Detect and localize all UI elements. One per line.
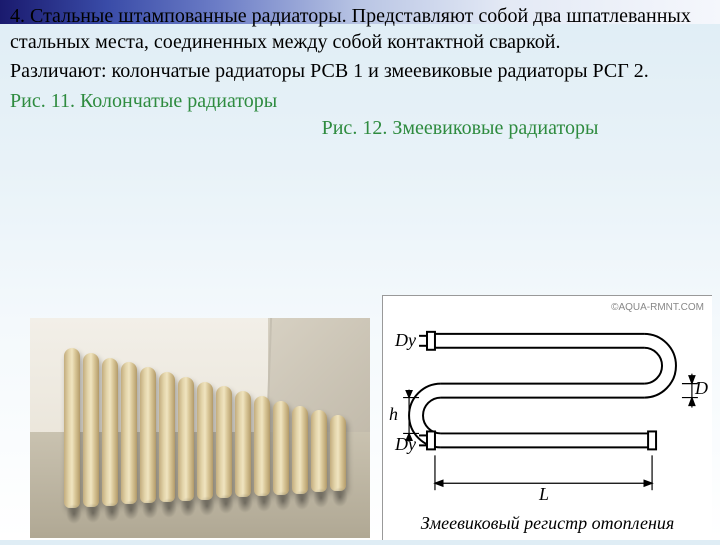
coil-radiator-diagram: ©AQUA-RMNT.COM bbox=[382, 295, 712, 540]
radiator-column bbox=[292, 406, 308, 494]
radiator-column bbox=[159, 372, 175, 502]
radiator-column-shadow bbox=[85, 503, 101, 523]
radiator-column-shadow bbox=[275, 491, 291, 511]
radiator-column-shadow bbox=[161, 498, 177, 518]
radiator-column-shadow bbox=[66, 504, 82, 524]
radiator-column bbox=[235, 391, 251, 497]
diagram-watermark: ©AQUA-RMNT.COM bbox=[611, 302, 704, 313]
label-h: h bbox=[389, 404, 398, 425]
radiator-column bbox=[273, 401, 289, 495]
radiator-column-shadow bbox=[256, 492, 272, 512]
radiator-column bbox=[216, 386, 232, 498]
radiator-column bbox=[254, 396, 270, 496]
figure-caption-11: Рис. 11. Колончатые радиаторы bbox=[10, 89, 710, 115]
label-d: D bbox=[695, 378, 708, 399]
radiator-column bbox=[83, 353, 99, 507]
radiator-column bbox=[197, 382, 213, 500]
radiator-column bbox=[311, 410, 327, 492]
slide-text-content: 4. Стальные штампованные радиаторы. Пред… bbox=[0, 0, 720, 142]
radiator-column-shadow bbox=[294, 490, 310, 510]
figure-caption-12: Рис. 12. Змеевиковые радиаторы bbox=[10, 116, 710, 142]
diagram-caption: Змеевиковый регистр отопления bbox=[383, 513, 712, 534]
paragraph-2: Различают: колончатые радиаторы РСВ 1 и … bbox=[10, 59, 710, 85]
radiator-column bbox=[178, 377, 194, 501]
label-l: L bbox=[539, 484, 549, 505]
radiator-column bbox=[121, 362, 137, 504]
label-dy-top: Dy bbox=[395, 330, 416, 351]
radiator-column bbox=[102, 358, 118, 506]
radiator-column-shadow bbox=[104, 502, 120, 522]
radiator-column-shadow bbox=[180, 497, 196, 517]
images-row: ©AQUA-RMNT.COM bbox=[0, 295, 720, 540]
radiator-column bbox=[330, 415, 346, 491]
radiator-column bbox=[140, 367, 156, 503]
column-radiator-photo bbox=[30, 318, 370, 538]
radiator-column bbox=[64, 348, 80, 508]
label-dy-bottom: Dy bbox=[395, 434, 416, 455]
paragraph-1: 4. Стальные штампованные радиаторы. Пред… bbox=[10, 4, 710, 55]
radiator-column-shadow bbox=[199, 496, 215, 516]
